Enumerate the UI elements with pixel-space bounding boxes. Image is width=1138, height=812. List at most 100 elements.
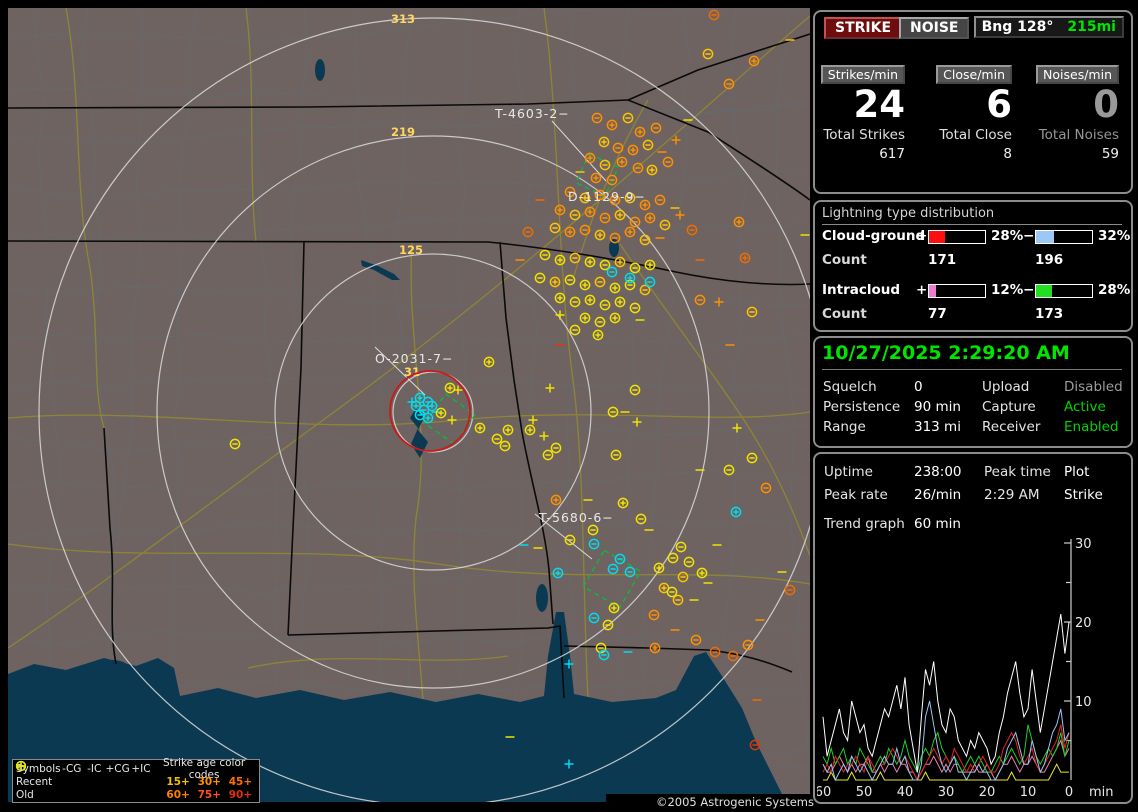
- capture-value: Active: [1064, 399, 1106, 415]
- uptime-row: Uptime 238:00 Peak time Plot: [815, 464, 1131, 480]
- trend-x-tick-label: 60: [817, 785, 831, 800]
- range-ring-label: 125: [399, 243, 423, 257]
- total-noises-label: Total Noises: [1038, 127, 1119, 143]
- legend-header: Symbols -CG -IC +CG +IC Strike age color code…: [16, 757, 256, 781]
- trend-x-tick-label: 30: [938, 785, 955, 800]
- legend-header-cell: Symbols: [16, 762, 61, 775]
- strike-marker: [229, 438, 241, 450]
- minus-sign: −: [1023, 282, 1035, 298]
- storm-cell-label: T-5680-6−: [538, 510, 614, 525]
- strike-marker: [650, 122, 662, 134]
- strike-marker: [555, 310, 565, 320]
- strike-marker: [624, 566, 636, 578]
- strike-marker: [569, 209, 581, 221]
- trend-series-noise: [823, 763, 1069, 781]
- strike-marker: [569, 296, 581, 308]
- strike-marker: [491, 433, 503, 445]
- plot-mode-value: Strike: [1064, 487, 1103, 503]
- strike-marker: [732, 423, 742, 433]
- close-per-min-value: 6: [986, 83, 1012, 126]
- squelch-label: Squelch: [823, 379, 877, 395]
- strike-marker: [598, 649, 610, 661]
- ic-negative-pct: 28%: [1098, 282, 1131, 298]
- legend-header-cell: +IC: [131, 762, 151, 775]
- strike-marker: [677, 571, 689, 583]
- strike-marker: [539, 249, 551, 261]
- strike-marker: [749, 739, 761, 751]
- strike-marker: [683, 556, 695, 568]
- map-legend: Symbols -CG -IC +CG +IC Strike age color code…: [12, 757, 260, 803]
- strike-marker: [594, 229, 606, 241]
- trend-y-tick-label: 10: [1075, 695, 1092, 710]
- legend-age-code: 60+: [166, 788, 190, 801]
- close-per-min-label: Close/min: [936, 65, 1012, 84]
- ic-positive-pct: 12%: [991, 282, 1024, 298]
- strike-marker: [639, 199, 651, 211]
- range-ring-label: 31: [404, 365, 420, 379]
- strike-marker: [579, 192, 591, 204]
- bearing-distance: 215mi: [1067, 19, 1116, 35]
- strike-marker: [723, 78, 735, 90]
- trend-x-unit-label: min: [1089, 785, 1114, 800]
- strike-marker: [407, 397, 417, 407]
- strike-marker: [733, 216, 745, 228]
- storm-track-line: [551, 120, 607, 182]
- strike-marker: [435, 407, 447, 419]
- strike-marker: [609, 194, 621, 206]
- ic-positive-bar: [928, 284, 986, 298]
- strikes-per-min-label: Strikes/min: [820, 65, 905, 84]
- trend-series-negcg: [822, 700, 1070, 782]
- upload-value: Disabled: [1064, 379, 1123, 395]
- strike-marker: [606, 266, 618, 278]
- uptime-label: Uptime: [824, 464, 873, 480]
- strike-marker: [569, 324, 581, 336]
- cloud-ground-count-row: Count 171 196: [815, 252, 1131, 268]
- status-panel: 10/27/2025 2:29:20 AM Squelch 0 Upload D…: [813, 336, 1133, 448]
- strike-marker: [610, 449, 622, 461]
- strike-marker: [644, 276, 656, 288]
- strike-marker: [599, 159, 611, 171]
- lightning-map[interactable]: 313 219 125 31 T-4603-2− D-1129-9− O-2031-7− T…: [8, 8, 818, 812]
- strike-marker: [594, 276, 606, 288]
- bearing-display: Bng 128° 215mi: [973, 16, 1124, 38]
- status-row: Range 313 mi Receiver Enabled: [815, 419, 1131, 435]
- strike-stats-panel: STRIKE NOISE Bng 128° 215mi Strikes/min 2…: [813, 10, 1133, 194]
- strike-marker: [648, 609, 660, 621]
- strike-marker: [639, 284, 651, 296]
- strike-marker: [702, 48, 714, 60]
- datetime-display: 10/27/2025 2:29:20 AM: [822, 342, 1122, 370]
- strike-marker: [686, 224, 698, 236]
- storm-tracks: [374, 120, 607, 560]
- distribution-title: Lightning type distribution: [822, 206, 1122, 225]
- strike-marker: [612, 142, 624, 154]
- strike-marker: [730, 506, 742, 518]
- persistence-value: 90 min: [914, 399, 961, 415]
- trend-x-tick-label: 40: [897, 785, 914, 800]
- plus-sign: +: [916, 282, 928, 298]
- trend-graph-row: Trend graph 60 min: [815, 516, 1131, 532]
- cg-positive-bar: [928, 230, 986, 244]
- strike-marker: [453, 385, 463, 395]
- strike-marker: [659, 219, 671, 231]
- total-close-value: 8: [1003, 146, 1012, 162]
- strike-marker: [629, 384, 641, 396]
- strike-marker: [690, 634, 702, 646]
- legend-header-cell: Strike age color codes: [162, 756, 246, 781]
- strike-marker: [649, 642, 661, 654]
- noise-button[interactable]: NOISE: [899, 17, 970, 39]
- strike-marker: [666, 586, 678, 598]
- county-lines: [8, 8, 809, 800]
- strike-marker: [609, 282, 621, 294]
- strike-marker: [607, 406, 619, 418]
- strike-marker: [483, 356, 495, 368]
- strike-marker: [624, 226, 636, 238]
- strike-marker: [742, 639, 754, 651]
- strike-marker: [584, 256, 596, 268]
- persistence-label: Persistence: [823, 399, 901, 415]
- strike-marker: [662, 156, 674, 168]
- strike-marker: [784, 584, 796, 596]
- receiver-value: Enabled: [1064, 419, 1119, 435]
- strike-button[interactable]: STRIKE: [824, 17, 903, 39]
- intracloud-count-row: Count 77 173: [815, 306, 1131, 322]
- strike-marker: [550, 494, 562, 506]
